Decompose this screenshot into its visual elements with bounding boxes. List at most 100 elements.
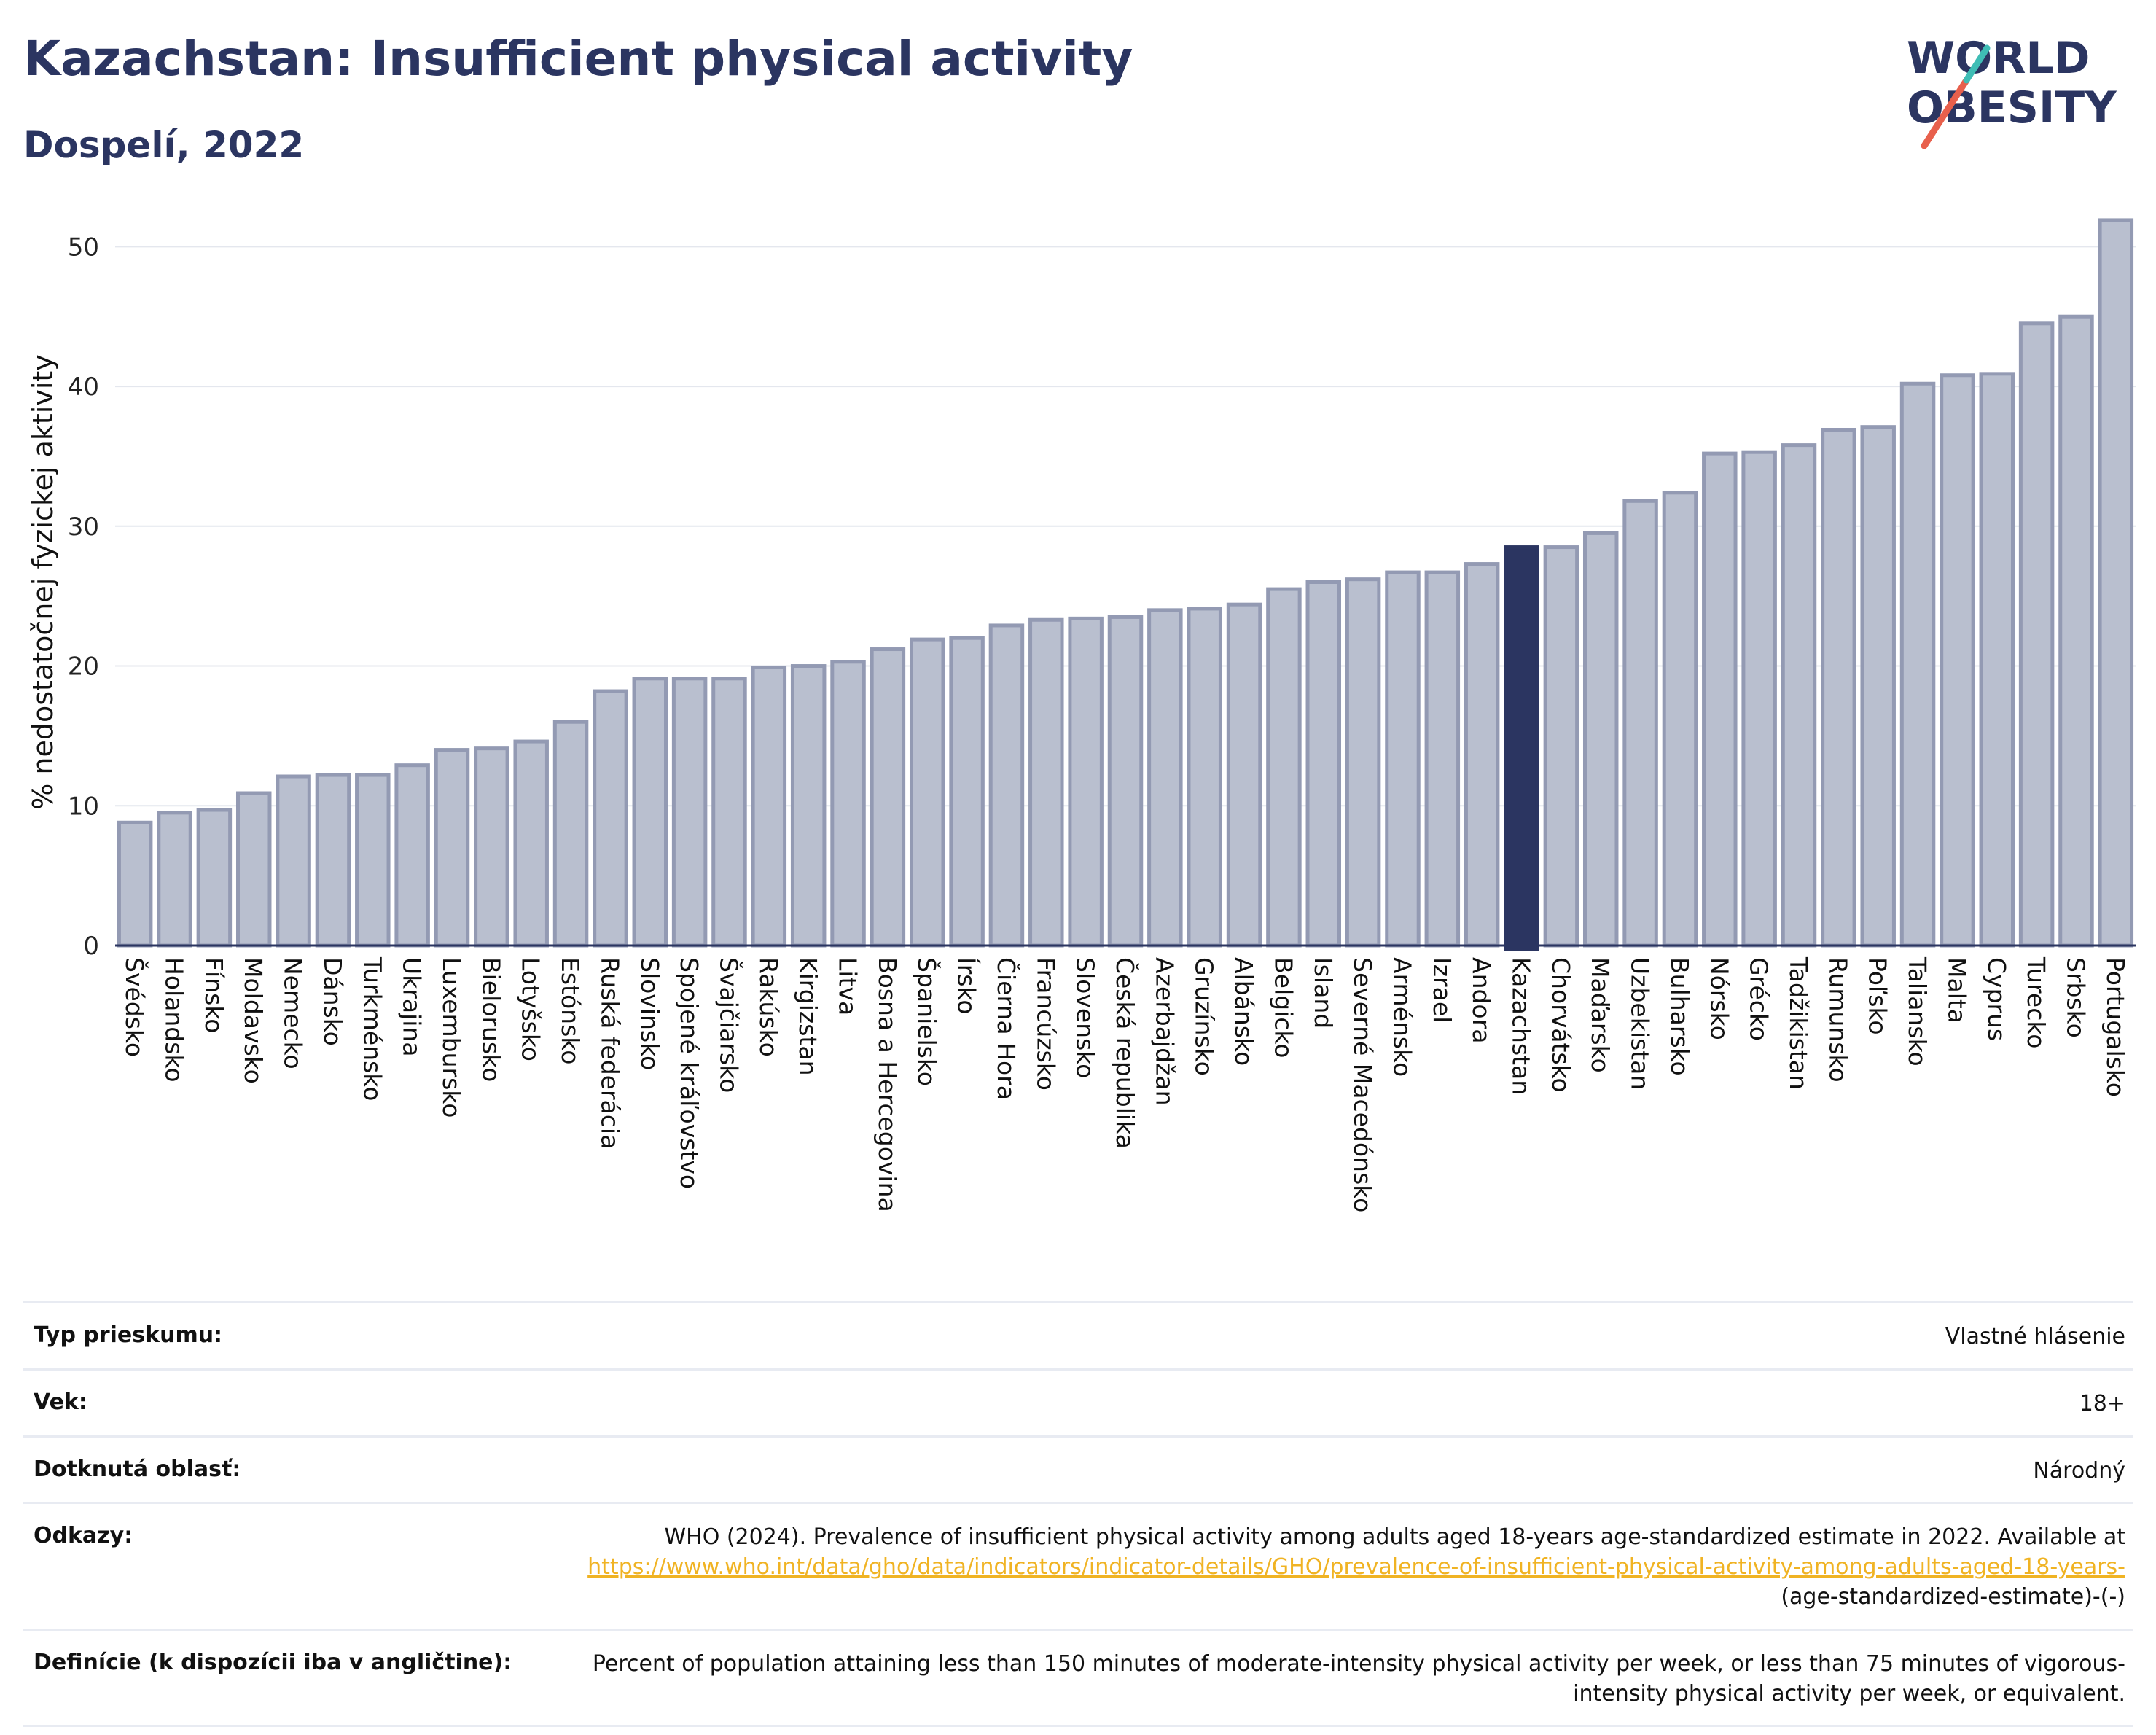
x-tick-label: Cyprus bbox=[1983, 957, 2011, 1041]
bar bbox=[1821, 428, 1856, 948]
bar bbox=[1187, 607, 1222, 948]
x-tick-label: Albánsko bbox=[1230, 957, 1258, 1066]
references-label: Odkazy: bbox=[34, 1523, 133, 1549]
x-tick-label: Ukrajina bbox=[398, 957, 426, 1057]
x-tick-label: Izrael bbox=[1428, 957, 1456, 1023]
x-tick-label: Andora bbox=[1467, 957, 1496, 1043]
survey-type-value: Vlastné hlásenie bbox=[1945, 1324, 2125, 1349]
references-link[interactable]: https://www.who.int/data/gho/data/indica… bbox=[587, 1554, 2125, 1580]
bar bbox=[1345, 577, 1381, 948]
x-tick-label: Čierna Hora bbox=[992, 957, 1021, 1100]
bar bbox=[1305, 580, 1342, 948]
bar bbox=[196, 808, 233, 948]
bar bbox=[355, 773, 391, 948]
bar bbox=[909, 637, 945, 948]
bar bbox=[2098, 218, 2134, 948]
bar bbox=[1940, 373, 1975, 948]
x-tick-label: Portugalsko bbox=[2101, 957, 2130, 1097]
bar bbox=[632, 677, 668, 948]
x-tick-label: Arménsko bbox=[1388, 957, 1416, 1077]
x-tick-label: Rumunsko bbox=[1824, 957, 1852, 1083]
logo-line2: OBESITY bbox=[1907, 82, 2117, 133]
bar bbox=[1266, 587, 1302, 948]
bar bbox=[434, 748, 470, 948]
bar bbox=[1147, 608, 1183, 948]
bar bbox=[1662, 491, 1698, 948]
definitions-value: Percent of population attaining less tha… bbox=[592, 1650, 2125, 1707]
x-tick-label: Rakúsko bbox=[754, 957, 783, 1057]
x-tick-label: Írsko bbox=[953, 957, 982, 1015]
x-tick-label: Bielorusko bbox=[477, 957, 505, 1082]
bar bbox=[1899, 381, 1936, 948]
bar bbox=[474, 746, 509, 948]
x-tick-label: Malta bbox=[1942, 957, 1971, 1024]
bar bbox=[1702, 451, 1738, 948]
bar bbox=[117, 820, 153, 948]
bar bbox=[1622, 499, 1658, 948]
x-tick-label: Holandsko bbox=[160, 957, 189, 1083]
x-tick-label: Azerbajdžan bbox=[1150, 957, 1179, 1106]
x-tick-label: Francúzsko bbox=[1031, 957, 1060, 1091]
bar bbox=[870, 647, 906, 948]
bar bbox=[394, 763, 430, 948]
y-axis-label: % nedostatočnej fyzickej aktivity bbox=[27, 354, 59, 810]
bar bbox=[1781, 443, 1817, 948]
x-tick-label: Poľsko bbox=[1864, 957, 1892, 1035]
bar bbox=[1424, 570, 1461, 948]
survey-type-label: Typ prieskumu: bbox=[34, 1322, 223, 1348]
bar bbox=[1741, 450, 1777, 948]
info-table: Typ prieskumu: Vlastné hlásenie Vek: 18+… bbox=[23, 1301, 2133, 1728]
x-tick-label: Belgicko bbox=[1269, 957, 1297, 1058]
bar bbox=[1226, 602, 1262, 948]
y-tick-label: 30 bbox=[68, 512, 99, 542]
bar bbox=[711, 677, 747, 948]
bar bbox=[1107, 615, 1144, 948]
x-tick-label: Maďarsko bbox=[1586, 957, 1614, 1073]
bar bbox=[276, 774, 311, 948]
bar bbox=[1543, 545, 1579, 948]
bar bbox=[1385, 570, 1421, 948]
info-row-references: Odkazy: WHO (2024). Prevalence of insuff… bbox=[23, 1502, 2133, 1628]
x-tick-label: Kazachstan bbox=[1507, 957, 1536, 1095]
references-value: WHO (2024). Prevalence of insufficient p… bbox=[558, 1523, 2125, 1612]
x-tick-label: Bosna a Hercegovina bbox=[873, 957, 902, 1212]
x-tick-label: Litva bbox=[834, 957, 862, 1015]
y-tick-label: 10 bbox=[68, 792, 99, 821]
x-tick-label: Kirgizstan bbox=[794, 957, 822, 1076]
x-tick-label: Grécko bbox=[1745, 957, 1773, 1041]
x-tick-label: Island bbox=[1309, 957, 1337, 1029]
x-tick-label: Taliansko bbox=[1903, 956, 1932, 1067]
x-tick-label: Dánsko bbox=[319, 957, 347, 1046]
x-tick-label: Fínsko bbox=[200, 957, 228, 1033]
x-tick-label: Slovensko bbox=[1071, 957, 1100, 1078]
x-tick-label: Nemecko bbox=[279, 957, 308, 1069]
bar bbox=[1068, 616, 1104, 948]
info-row-age: Vek: 18+ bbox=[23, 1368, 2133, 1435]
page-subtitle: Dospelí, 2022 bbox=[23, 124, 305, 166]
bar bbox=[235, 791, 272, 948]
y-axis-ticks: 0 10 20 30 40 50 bbox=[68, 233, 99, 961]
age-value: 18+ bbox=[2079, 1390, 2125, 1416]
definitions-label: Definície (k dispozícii iba v angličtine… bbox=[34, 1649, 512, 1675]
bar bbox=[157, 811, 192, 948]
bar bbox=[593, 689, 628, 948]
y-tick-label: 50 bbox=[68, 233, 99, 262]
bar bbox=[1860, 425, 1896, 948]
world-obesity-logo: WORLD OBESITY bbox=[1907, 33, 2117, 149]
logo-line1: WORLD bbox=[1907, 33, 2090, 84]
x-tick-label: Švajčiarsko bbox=[714, 957, 743, 1093]
area-label: Dotknutá oblasť: bbox=[34, 1456, 241, 1482]
bar bbox=[830, 660, 866, 948]
bar bbox=[1028, 617, 1064, 948]
bar bbox=[2018, 321, 2055, 948]
x-tick-label: Tadžikistan bbox=[1784, 956, 1813, 1090]
x-tick-label: Nórsko bbox=[1705, 957, 1733, 1040]
x-tick-label: Turecko bbox=[2022, 956, 2050, 1048]
x-tick-label: Ruská federácia bbox=[595, 957, 624, 1149]
x-tick-label: Turkménsko bbox=[358, 956, 386, 1101]
area-value: Národný bbox=[2033, 1457, 2125, 1483]
x-tick-label: Luxembursko bbox=[437, 957, 466, 1118]
bar bbox=[1582, 531, 1619, 948]
info-row-survey: Typ prieskumu: Vlastné hlásenie bbox=[23, 1301, 2133, 1368]
x-tick-label: Chorvátsko bbox=[1547, 957, 1575, 1093]
